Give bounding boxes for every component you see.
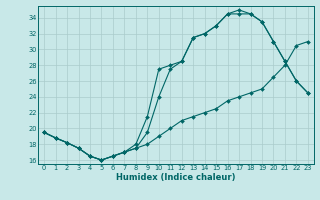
X-axis label: Humidex (Indice chaleur): Humidex (Indice chaleur) bbox=[116, 173, 236, 182]
